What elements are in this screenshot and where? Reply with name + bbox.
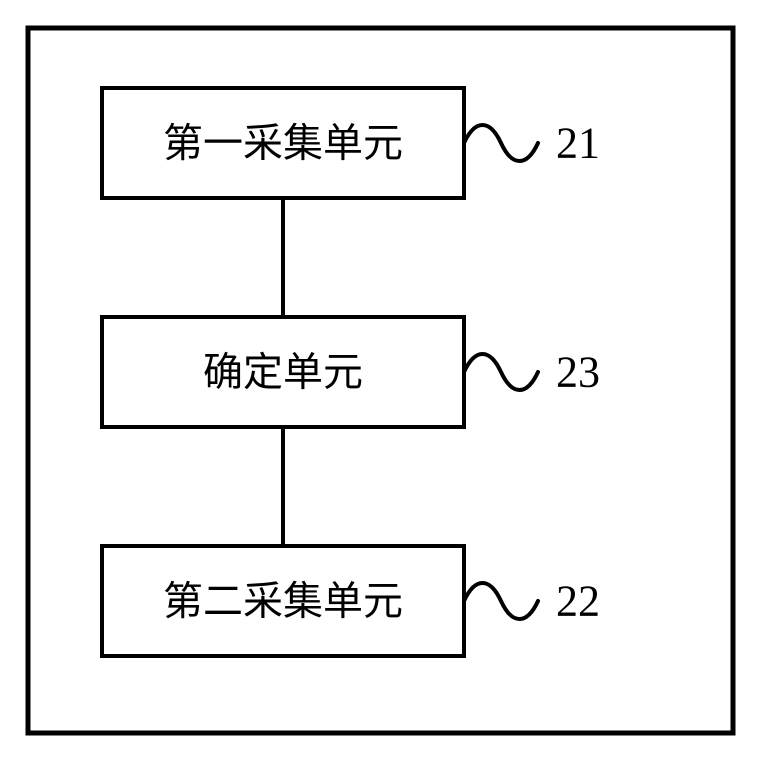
box-1-ref: 21 (556, 119, 600, 168)
box-1-label: 第一采集单元 (163, 121, 403, 166)
box-3-ref: 22 (556, 577, 600, 626)
box-3-label: 第二采集单元 (163, 579, 403, 624)
box-2-ref: 23 (556, 348, 600, 397)
box-2-label: 确定单元 (203, 350, 363, 395)
